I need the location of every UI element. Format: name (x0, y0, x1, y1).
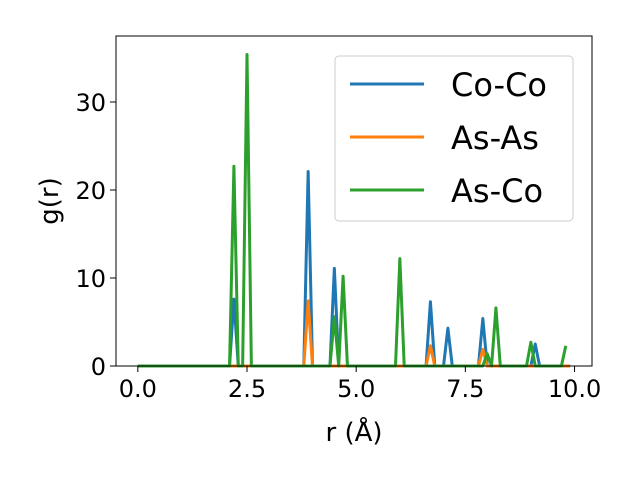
x-tick-label: 5.0 (337, 375, 375, 403)
x-tick-label: 0.0 (119, 375, 157, 403)
x-tick-label: 10.0 (548, 375, 601, 403)
y-tick-label: 10 (75, 265, 106, 293)
legend-label: Co-Co (451, 66, 547, 104)
y-tick-label: 20 (75, 177, 106, 205)
y-tick-label: 30 (75, 89, 106, 117)
y-axis-ticks: 0 10 20 30 (75, 89, 116, 381)
legend-label: As-As (451, 119, 539, 157)
x-tick-label: 7.5 (446, 375, 484, 403)
legend-label: As-Co (451, 172, 543, 210)
plot-frame (115, 35, 593, 367)
legend: Co-Co As-As As-Co (334, 55, 574, 222)
legend-box (334, 55, 574, 222)
y-tick-label: 0 (91, 353, 106, 381)
x-tick-label: 2.5 (228, 375, 266, 403)
series-line-as-as (137, 299, 571, 368)
y-axis-label: g(r) (35, 177, 65, 224)
x-axis-label: r (Å) (325, 416, 382, 448)
x-axis-ticks: 0.0 2.5 5.0 7.5 10.0 (119, 366, 601, 403)
